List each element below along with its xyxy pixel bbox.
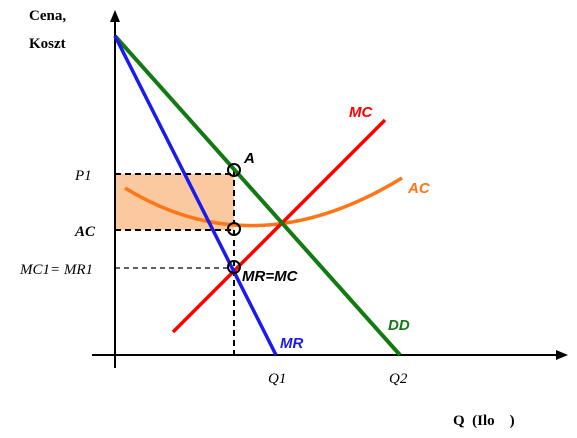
mr-curve [113, 35, 278, 356]
q2-tick-label: Q2 [389, 371, 408, 387]
ac-curve [124, 176, 403, 228]
y-axis-label-line2: Koszt [29, 36, 66, 52]
y-axis-label-line1: Cena, [29, 8, 66, 24]
mc-curve [171, 118, 387, 334]
point-a-marker [227, 163, 241, 177]
mc-curve-label: MC [349, 104, 373, 121]
profit-area [115, 174, 234, 230]
p1-tick-label: P1 [74, 168, 92, 184]
point-mr-mc-marker [227, 260, 241, 274]
dd-curve [113, 34, 402, 357]
ac-tick-label: AC [74, 224, 96, 240]
mc-mr-tick-label: MC1= MR1 [19, 262, 93, 278]
mr-curve-label: MR [280, 335, 303, 352]
point-ac-marker [227, 222, 241, 236]
q1-tick-label: Q1 [268, 371, 286, 387]
point-a-label: A [243, 150, 255, 167]
x-axis-label: Q (Ilo ) [453, 413, 515, 429]
mr-eq-mc-label: MR=MC [242, 268, 299, 285]
dd-curve-label: DD [388, 317, 410, 334]
ac-curve-label: AC [407, 180, 431, 197]
